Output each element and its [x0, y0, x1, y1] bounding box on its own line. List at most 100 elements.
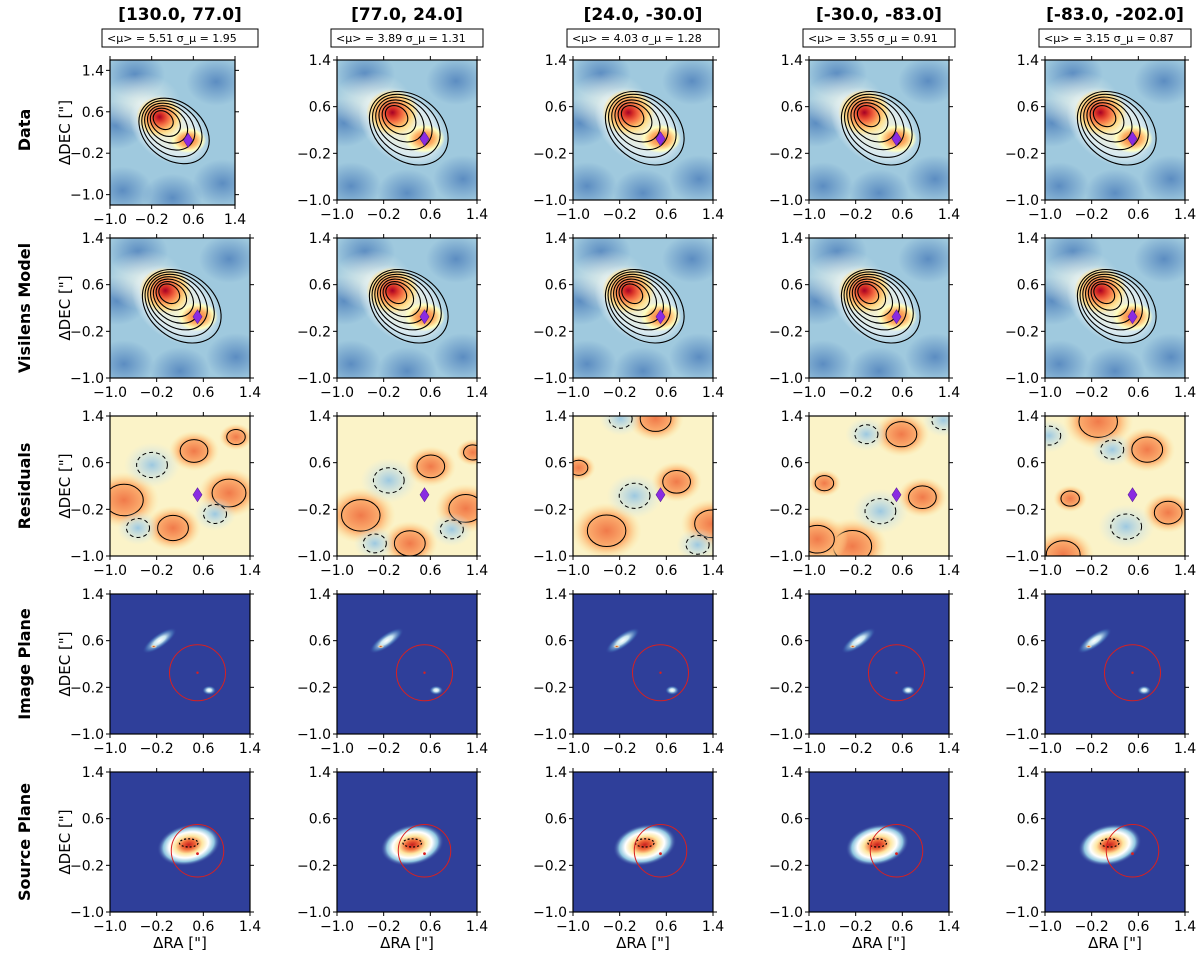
x-tick-label: −0.2 [1075, 563, 1109, 579]
x-tick-label: 0.6 [891, 741, 913, 757]
x-tick-label: 0.6 [192, 563, 214, 579]
y-tick-label: −0.2 [769, 146, 803, 162]
contour [144, 271, 215, 337]
y-tick-label: −0.2 [769, 858, 803, 874]
contour [607, 271, 678, 337]
x-tick-label: −1.0 [93, 563, 127, 579]
noise [337, 162, 381, 200]
contour [608, 93, 677, 158]
y-tick-label: 1.4 [82, 765, 104, 781]
y-tick-label: −1.0 [70, 905, 104, 921]
x-tick-label: −0.2 [603, 563, 637, 579]
contour [604, 90, 685, 166]
axes-frame [808, 59, 950, 201]
contour [384, 104, 409, 128]
residual-blob [1119, 427, 1176, 472]
x-tick-label: 1.4 [239, 919, 261, 935]
x-tick-label: 0.6 [655, 563, 677, 579]
noise [1141, 333, 1185, 378]
y-tick-label: −0.2 [297, 146, 331, 162]
axes-frame [336, 59, 478, 201]
y-tick-label: 0.6 [1017, 634, 1039, 650]
y-tick-label: 1.4 [309, 587, 331, 603]
lens-marker [891, 487, 902, 503]
x-tick-label: 1.4 [938, 919, 960, 935]
panel-image: −1.0 −0.2 0.6 1.4 1.4 0.6 −0.2 −1.0 ΔDEC ["] [56, 587, 261, 757]
x-tick-label: −1.0 [792, 385, 826, 401]
x-tick-label: −0.2 [367, 207, 401, 223]
y-tick-label: −1.0 [1005, 371, 1039, 387]
y-tick-label: −1.0 [1005, 905, 1039, 921]
source-profile [845, 823, 909, 866]
y-tick-label: −1.0 [533, 549, 567, 565]
magnification-box [566, 28, 720, 48]
panel-residual: −1.0 −0.2 0.6 1.4 1.4 0.6 −0.2 −1.0 [769, 409, 960, 579]
noise [206, 333, 250, 378]
row-label: Image Plane [15, 608, 34, 720]
residual-blob [897, 477, 948, 518]
x-tick-label: 1.4 [239, 741, 261, 757]
contour [368, 268, 449, 344]
contour [850, 99, 897, 143]
panel-residual: −1.0 −0.2 0.6 1.4 1.4 0.6 −0.2 −1.0 [297, 409, 488, 579]
noise [905, 333, 949, 378]
magnification-label: <μ> = 3.15 σ_μ = 0.87 [1044, 32, 1174, 45]
panel-image: −1.0 −0.2 0.6 1.4 1.4 0.6 −0.2 −1.0 [297, 587, 488, 757]
y-tick-label: −0.2 [769, 502, 803, 518]
y-tick-label: −0.2 [70, 146, 104, 162]
x-tick-label: 1.4 [938, 207, 960, 223]
y-tick-label: −0.2 [769, 680, 803, 696]
y-tick-label: 1.4 [781, 587, 803, 603]
panel-image: −1.0 −0.2 0.6 1.4 1.4 0.6 −0.2 −1.0 [769, 587, 960, 757]
residual-contour [854, 424, 879, 445]
y-tick-label: −1.0 [769, 727, 803, 743]
axes-frame [1044, 59, 1186, 201]
panel-data: −1.0 −0.2 0.6 1.4 1.4 0.6 −0.2 −1.0 [297, 53, 488, 223]
y-tick-label: 0.6 [309, 278, 331, 294]
magnification-box [802, 28, 956, 48]
y-tick-label: −0.2 [297, 502, 331, 518]
contour [611, 96, 669, 151]
x-tick-label: 1.4 [702, 563, 724, 579]
x-tick-label: 0.6 [655, 207, 677, 223]
contour [1083, 96, 1141, 151]
y-tick-label: −0.2 [70, 858, 104, 874]
noise [1134, 238, 1185, 283]
residual-blob [456, 438, 477, 466]
residual-blob [852, 488, 909, 534]
residual-blob [360, 458, 417, 503]
residual-contour [1045, 425, 1062, 446]
residual-blob [194, 497, 236, 531]
contour [147, 273, 208, 331]
axes-frame [1044, 415, 1186, 557]
y-tick-label: 1.4 [545, 587, 567, 603]
axes-frame [808, 415, 950, 557]
y-tick-label: −0.2 [533, 324, 567, 340]
column-title: [24.0, -30.0] [584, 5, 703, 25]
contour [374, 273, 435, 331]
x-tick-label: 0.6 [192, 385, 214, 401]
residual-blob [1045, 418, 1071, 453]
y-tick-label: −1.0 [533, 371, 567, 387]
noise [849, 169, 909, 200]
image-peak [1085, 644, 1093, 649]
residual-contour [362, 533, 387, 554]
x-tick-label: 0.6 [419, 919, 441, 935]
panel-data: −1.0 −0.2 0.6 1.4 1.4 0.6 −0.2 −1.0 ΔDEC ["] [56, 56, 246, 228]
residual-blob [1098, 504, 1155, 549]
contour [610, 273, 671, 331]
magnification-label: <μ> = 5.51 σ_μ = 1.95 [107, 32, 237, 45]
background [337, 594, 477, 734]
counter-image [1137, 685, 1152, 695]
caustic [633, 824, 688, 878]
y-tick-label: −0.2 [297, 324, 331, 340]
lens-center [423, 671, 426, 674]
x-tick-label: 0.6 [1127, 563, 1149, 579]
noise [613, 169, 673, 200]
residual-contour [908, 485, 937, 510]
x-tick-label: 0.6 [891, 385, 913, 401]
residual-blob [873, 416, 930, 457]
contour [844, 93, 913, 158]
residual-blob [430, 512, 473, 547]
contour [1076, 268, 1157, 344]
